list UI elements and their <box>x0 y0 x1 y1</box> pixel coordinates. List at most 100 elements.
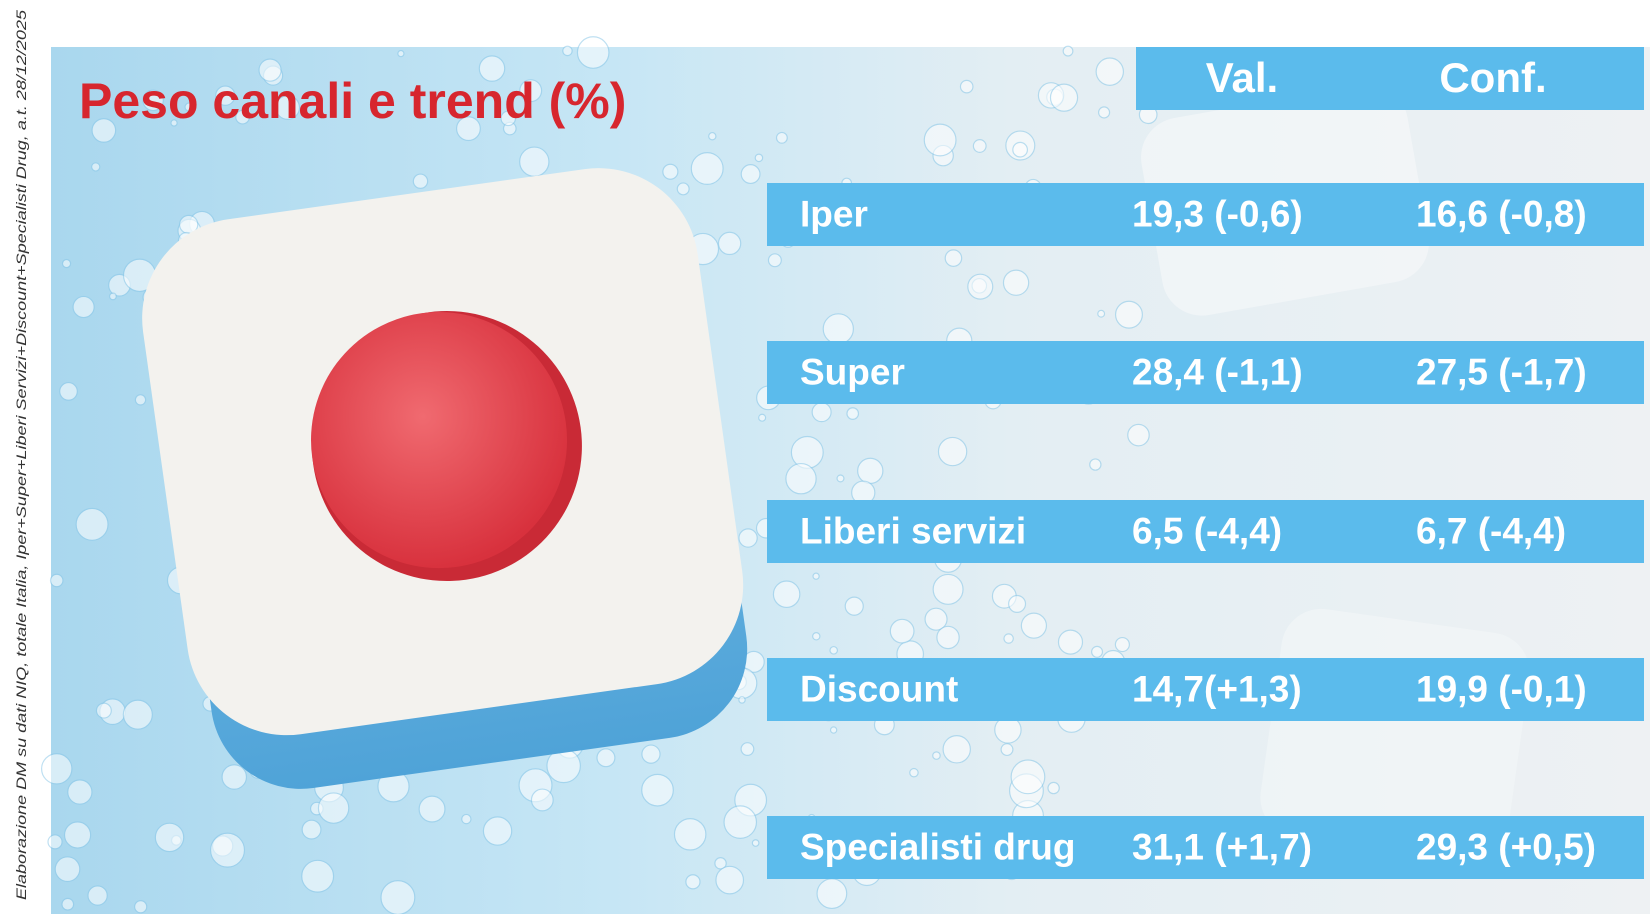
bubble <box>461 813 472 825</box>
bubble <box>924 607 948 631</box>
bubble <box>751 839 760 847</box>
bubble <box>90 162 101 172</box>
bubble <box>715 865 745 895</box>
cell-value: 14,7(+1,3) <box>1132 668 1302 709</box>
bubble <box>576 36 610 69</box>
bubble <box>134 394 147 406</box>
background-photo <box>40 36 1650 914</box>
bubble <box>690 151 724 186</box>
title: Peso canali e trend (%) <box>79 73 626 129</box>
bubble <box>772 580 801 609</box>
bubble <box>812 572 820 580</box>
bubble <box>822 313 855 345</box>
bubble <box>1097 309 1106 318</box>
bubble <box>1047 781 1060 795</box>
bubble <box>676 182 690 196</box>
bubble <box>944 249 963 267</box>
bubble <box>455 116 481 142</box>
tablet <box>142 168 748 789</box>
source-note: Elaborazione DM su dati NIQ, totale Ital… <box>13 10 29 900</box>
bubble <box>829 645 839 655</box>
bubble <box>740 164 761 185</box>
bubble <box>142 89 164 112</box>
bubble <box>478 55 506 82</box>
row-bar <box>767 341 1644 404</box>
bubble <box>108 292 117 301</box>
bubble <box>61 897 75 911</box>
bubble <box>418 795 446 823</box>
bubble <box>932 751 941 760</box>
row-bar <box>767 183 1644 246</box>
bubble <box>1020 612 1048 639</box>
bubble <box>967 273 994 300</box>
bubble <box>63 821 92 849</box>
bubble <box>235 109 250 125</box>
bubble <box>740 742 755 756</box>
row-label: Specialisti drug <box>800 826 1076 867</box>
bubble <box>215 85 236 106</box>
bubble <box>1097 106 1111 119</box>
bubble <box>936 625 960 650</box>
row-label: Discount <box>800 668 958 709</box>
row-bar <box>767 816 1644 879</box>
cell-value: 29,3 (+0,5) <box>1416 826 1596 867</box>
bubble <box>923 123 957 157</box>
bubble <box>301 819 322 840</box>
bubble <box>754 153 764 163</box>
bubble <box>844 596 864 616</box>
bubble <box>95 702 112 719</box>
bubble <box>500 110 517 127</box>
bubble <box>67 779 93 805</box>
bubble <box>1057 629 1084 655</box>
bubble <box>184 102 194 112</box>
cell-value: 6,5 (-4,4) <box>1132 510 1282 551</box>
bubble <box>40 752 73 785</box>
bubble <box>857 457 884 485</box>
bubble <box>209 832 246 868</box>
bubble <box>258 58 282 82</box>
bubble <box>812 632 821 641</box>
bubble <box>482 816 513 846</box>
bubble <box>59 381 78 401</box>
bubble <box>87 885 108 906</box>
bubble <box>738 528 758 548</box>
bubble <box>767 253 782 268</box>
bubble <box>1012 141 1029 158</box>
row-label: Iper <box>800 193 868 234</box>
bubble <box>301 859 335 893</box>
bubble <box>662 163 679 180</box>
cell-value: 28,4 (-1,1) <box>1132 351 1303 392</box>
bubble <box>397 49 405 58</box>
bubble <box>1114 636 1130 653</box>
bubble <box>530 788 554 812</box>
header-bar <box>1136 47 1644 110</box>
bubble <box>1091 645 1104 658</box>
bubble <box>775 131 788 144</box>
bubble <box>972 139 987 153</box>
bubble <box>829 726 838 734</box>
bubble <box>937 436 968 467</box>
bubble <box>1127 423 1150 447</box>
column-header: Val. <box>1206 54 1278 101</box>
bubble <box>1062 45 1074 57</box>
row-label: Liberi servizi <box>800 510 1026 551</box>
cell-value: 19,9 (-0,1) <box>1416 668 1587 709</box>
bubble <box>708 131 717 141</box>
table: Val. Conf. Iper 19,3 (-0,6) 16,6 (-0,8) Super… <box>767 54 1644 879</box>
bubble <box>846 407 860 420</box>
column-header: Conf. <box>1439 54 1546 101</box>
bubble <box>54 856 81 883</box>
bubble <box>519 79 543 103</box>
bubble <box>1089 458 1102 471</box>
bubble <box>1114 300 1143 329</box>
cell-value: 31,1 (+1,7) <box>1132 826 1312 867</box>
bubble <box>75 507 109 541</box>
bubble <box>122 699 153 730</box>
bubble <box>317 792 350 824</box>
bubble <box>758 413 767 422</box>
bubble <box>932 573 964 605</box>
bubble <box>641 744 661 764</box>
bubble <box>785 462 817 495</box>
bubble <box>61 258 72 269</box>
